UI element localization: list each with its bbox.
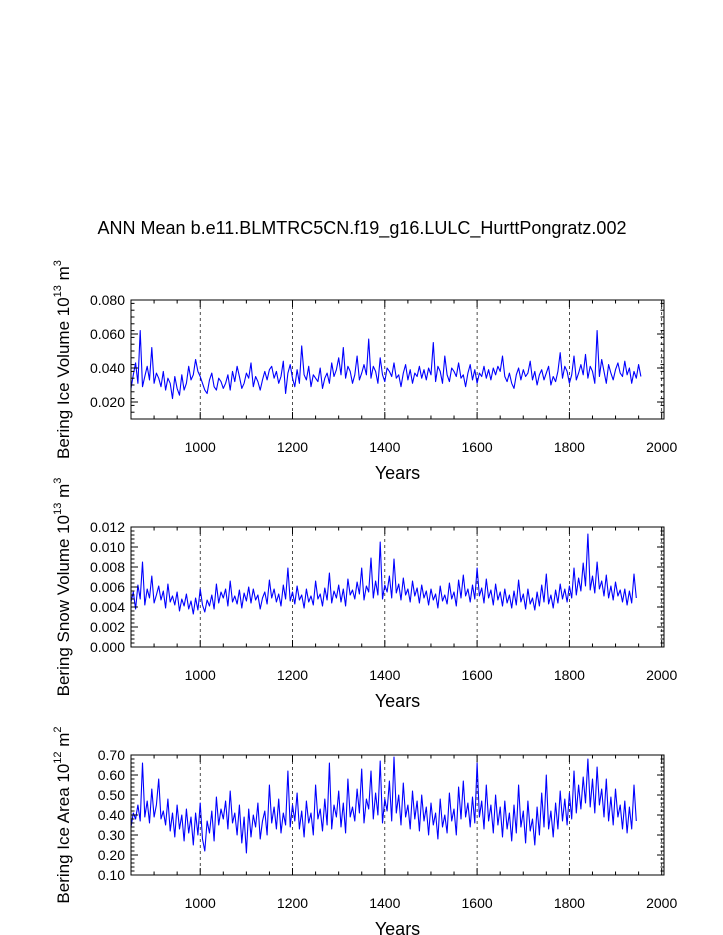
y-axis-label: Bering Snow Volume 1013 m3 — [52, 478, 73, 697]
y-tick-label: 0.010 — [90, 539, 125, 555]
x-tick-label: 1200 — [277, 439, 308, 455]
y-tick-label: 0.40 — [98, 807, 125, 823]
x-axis-label: Years — [375, 463, 420, 483]
y-tick-label: 0.008 — [90, 559, 125, 575]
x-tick-label: 1000 — [185, 895, 216, 911]
x-tick-label: 2000 — [646, 667, 677, 683]
y-tick-label: 0.002 — [90, 619, 125, 635]
y-axis-label: Bering Ice Area 1012 m2 — [52, 726, 73, 903]
x-tick-label: 1000 — [185, 667, 216, 683]
x-tick-label: 1400 — [369, 667, 400, 683]
y-tick-label: 0.30 — [98, 827, 125, 843]
chart-panel-2: 1000 1200 1400 1600 1800 2000 0.000 0.002 0.004 0… — [52, 478, 677, 711]
x-tick-label: 1400 — [369, 895, 400, 911]
y-tick-label: 0.50 — [98, 787, 125, 803]
x-tick-label: 1200 — [277, 667, 308, 683]
x-tick-label: 1600 — [462, 667, 493, 683]
x-tick-label: 1200 — [277, 895, 308, 911]
x-tick-label: 1000 — [185, 439, 216, 455]
chart-panel-3: 1000 1200 1400 1600 1800 2000 0.10 0.20 0.30 0.40… — [52, 726, 677, 935]
chart-panels: 1000 1200 1400 1600 1800 2000 0.020 0.040 0.060 0… — [52, 260, 677, 935]
x-tick-label: 1400 — [369, 439, 400, 455]
y-tick-label: 0.004 — [90, 599, 125, 615]
x-tick-label: 1800 — [554, 439, 585, 455]
y-tick-label: 0.060 — [90, 326, 125, 342]
series-line — [130, 533, 637, 615]
y-tick-label: 0.70 — [98, 747, 125, 763]
y-axis-label: Bering Ice Volume 1013 m3 — [52, 260, 73, 459]
y-tick-label: 0.006 — [90, 579, 125, 595]
chart-panel-1: 1000 1200 1400 1600 1800 2000 0.020 0.040 0.060 0… — [52, 260, 677, 483]
x-axis-label: Years — [375, 919, 420, 935]
y-tick-label: 0.020 — [90, 394, 125, 410]
y-tick-label: 0.000 — [90, 639, 125, 655]
figure-title: ANN Mean b.e11.BLMTRC5CN.f19_g16.LULC_Hu… — [98, 218, 627, 239]
x-tick-label: 1800 — [554, 895, 585, 911]
x-tick-label: 1600 — [462, 439, 493, 455]
y-tick-label: 0.012 — [90, 519, 125, 535]
x-tick-label: 2000 — [646, 895, 677, 911]
plot-frame — [130, 299, 665, 420]
x-tick-label: 1800 — [554, 667, 585, 683]
series-line — [130, 756, 637, 854]
y-tick-label: 0.040 — [90, 360, 125, 376]
y-tick-label: 0.60 — [98, 767, 125, 783]
y-tick-label: 0.20 — [98, 847, 125, 863]
x-tick-label: 1600 — [462, 895, 493, 911]
x-tick-label: 2000 — [646, 439, 677, 455]
y-tick-label: 0.080 — [90, 292, 125, 308]
series-line — [130, 330, 642, 400]
y-tick-label: 0.10 — [98, 867, 125, 883]
x-axis-label: Years — [375, 691, 420, 711]
